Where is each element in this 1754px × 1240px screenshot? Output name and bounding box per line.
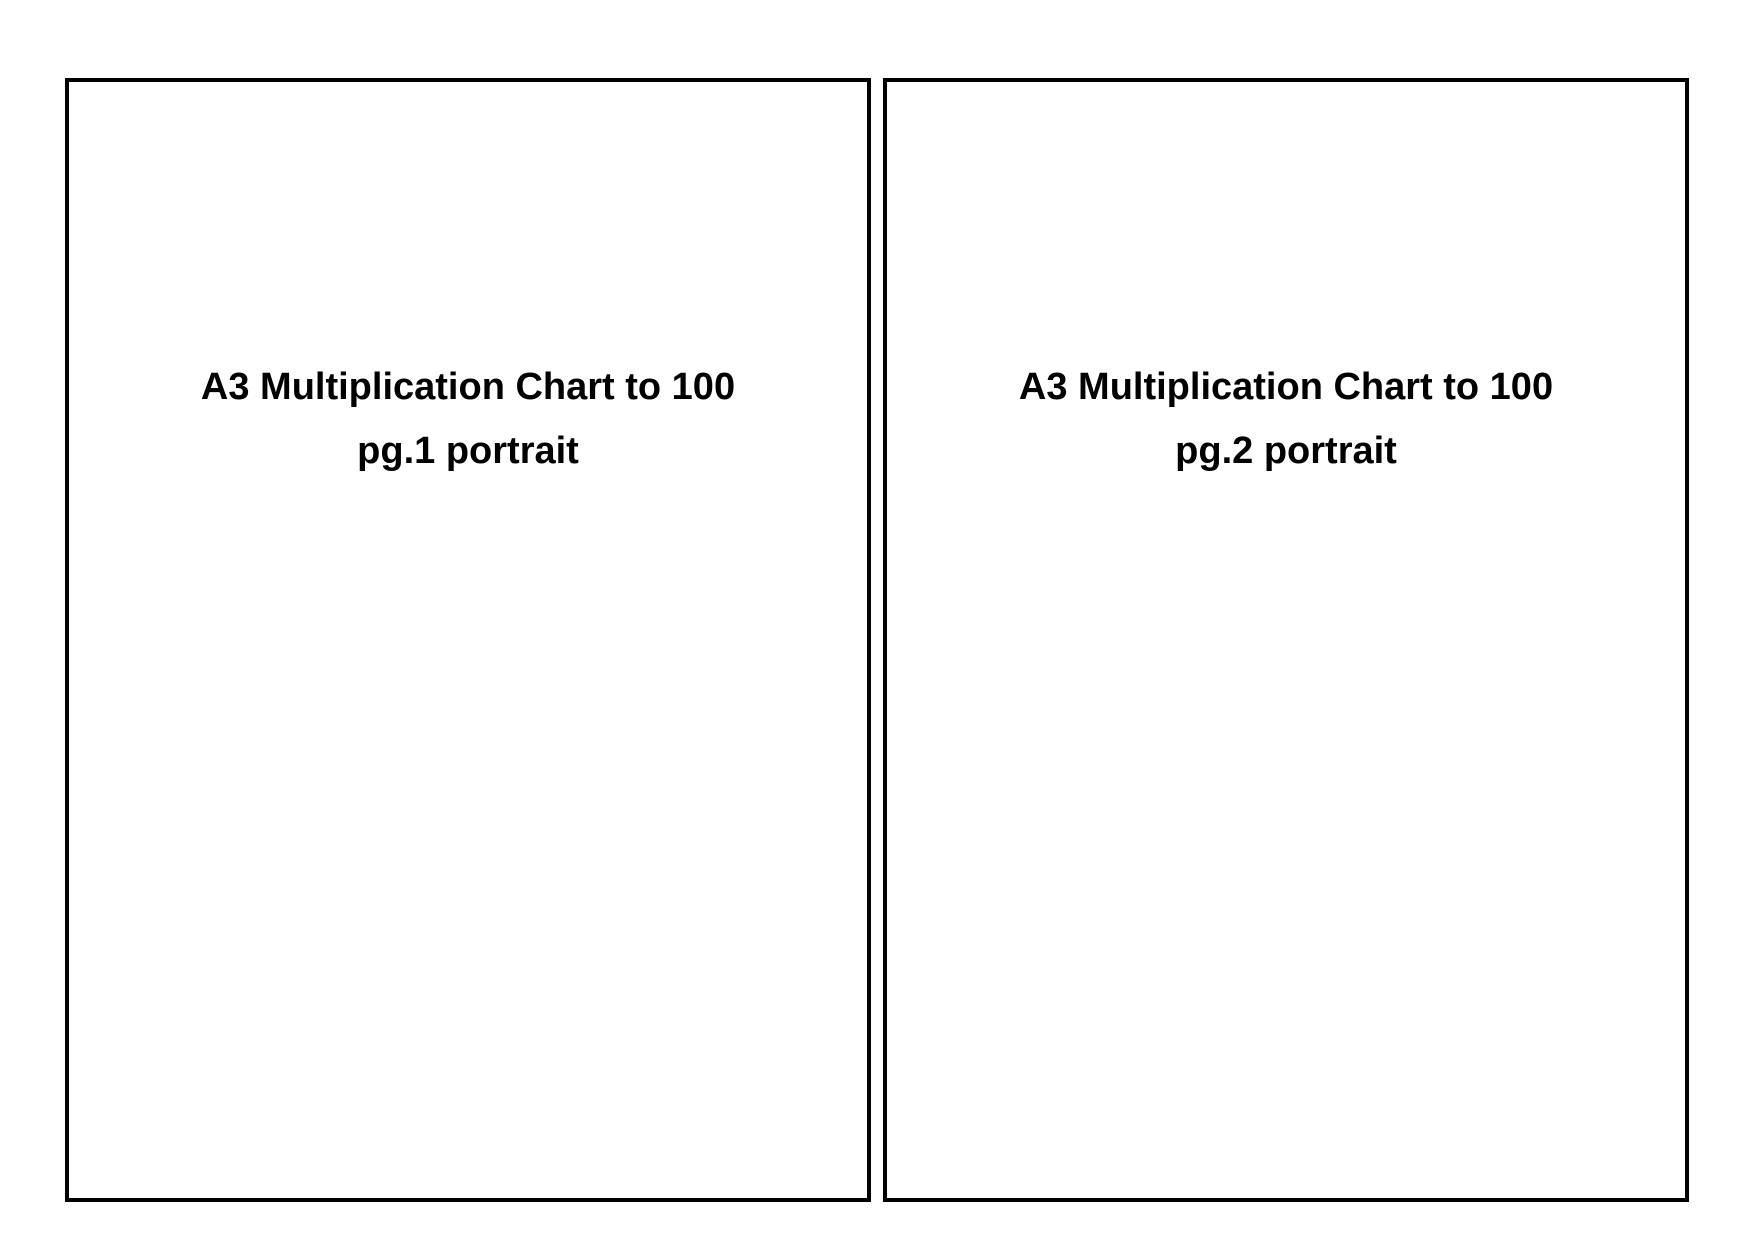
panel-1-subtitle: pg.1 portrait [357, 432, 579, 470]
page-container: A3 Multiplication Chart to 100 pg.1 port… [65, 78, 1689, 1202]
panel-1-title: A3 Multiplication Chart to 100 [201, 368, 735, 406]
panel-2-subtitle: pg.2 portrait [1175, 432, 1397, 470]
page-panel-2: A3 Multiplication Chart to 100 pg.2 port… [883, 78, 1689, 1202]
page-panel-1: A3 Multiplication Chart to 100 pg.1 port… [65, 78, 871, 1202]
panel-2-title: A3 Multiplication Chart to 100 [1019, 368, 1553, 406]
